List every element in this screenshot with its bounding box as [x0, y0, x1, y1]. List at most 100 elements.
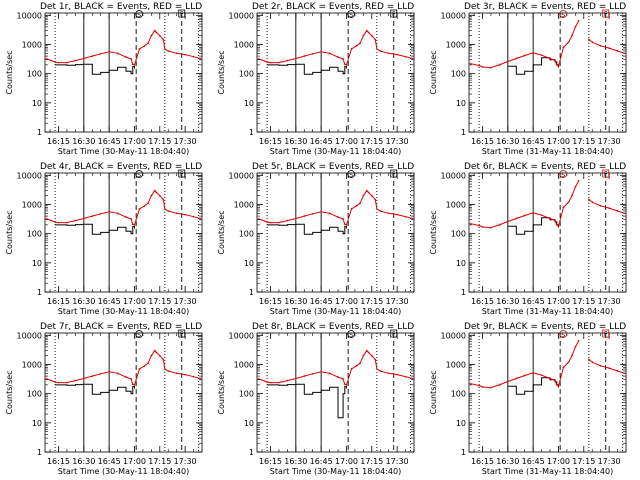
- lld-point: [57, 61, 60, 64]
- x-tick-label: 16:30: [496, 457, 519, 466]
- lld-point: [133, 223, 136, 226]
- lld-point: [133, 383, 136, 386]
- panel-title: Det 9r, BLACK = Events, RED = LLD: [464, 322, 626, 332]
- lld-point: [99, 212, 102, 215]
- x-axis-start-time: Start Time (30-May-11 18:04:40): [58, 147, 189, 156]
- lld-point: [523, 54, 526, 57]
- lld-point: [143, 364, 146, 367]
- x-tick-label: 16:45: [98, 297, 121, 306]
- lld-series-line: [46, 189, 201, 226]
- lld-point: [587, 38, 590, 41]
- x-tick-label: 17:15: [360, 457, 383, 466]
- panel-8: Det 8r, BLACK = Events, RED = LLD 1 10 100 1…: [217, 322, 415, 476]
- lld-point: [616, 209, 619, 212]
- lld-point: [311, 52, 314, 55]
- lld-point: [130, 217, 133, 220]
- x-tick-label: 17:00: [547, 137, 570, 146]
- lld-point: [337, 376, 340, 379]
- lld-point: [158, 194, 161, 197]
- x-tick-label: 17:00: [123, 137, 146, 146]
- x-tick-label: 16:30: [72, 137, 95, 146]
- lld-point: [370, 34, 373, 37]
- events-series-line: [55, 63, 135, 75]
- y-tick-label: 1: [37, 288, 42, 297]
- start-marker-icon: [559, 170, 568, 178]
- panel-3: Det 3r, BLACK = Events, RED = LLD 1 10 100 1…: [429, 2, 627, 156]
- x-tick-label: 16:45: [98, 137, 121, 146]
- lld-point: [343, 63, 346, 66]
- y-tick-label: 10: [456, 419, 466, 428]
- y-tick-label: 1000: [22, 200, 42, 209]
- start-marker-label: S: [349, 12, 353, 19]
- finish-marker-label: F: [180, 171, 184, 178]
- lld-point: [478, 224, 481, 227]
- lld-point: [131, 63, 134, 66]
- lld-point: [355, 44, 358, 47]
- x-axis-start-time: Start Time (30-May-11 18:04:40): [270, 307, 401, 316]
- lld-point: [374, 358, 377, 361]
- x-tick-label: 17:30: [386, 137, 409, 146]
- lld-point: [320, 210, 323, 213]
- lld-point: [99, 372, 102, 375]
- events-series-line: [507, 57, 559, 75]
- lld-point: [108, 210, 111, 213]
- lld-point: [125, 56, 128, 59]
- lld-point: [387, 52, 390, 55]
- lld-point: [143, 204, 146, 207]
- lld-point: [45, 377, 48, 380]
- lld-point: [82, 217, 85, 220]
- lld-point: [130, 377, 133, 380]
- lld-point: [167, 209, 170, 212]
- lld-point: [411, 377, 414, 380]
- lld-point: [342, 377, 345, 380]
- lld-point: [131, 383, 134, 386]
- lld-point: [155, 191, 158, 194]
- lld-point: [404, 215, 407, 218]
- lld-point: [266, 381, 269, 384]
- lld-point: [481, 225, 484, 228]
- lld-point: [616, 49, 619, 52]
- finish-marker-icon: [390, 169, 398, 178]
- lld-point: [396, 213, 399, 216]
- y-tick-label: 1000: [446, 200, 466, 209]
- y-tick-label: 10000: [229, 171, 254, 180]
- lld-point: [608, 367, 611, 370]
- x-tick-label: 17:30: [174, 457, 197, 466]
- lld-point: [163, 208, 166, 211]
- lld-point: [374, 198, 377, 201]
- lld-point: [91, 55, 94, 58]
- panel-title: Det 3r, BLACK = Events, RED = LLD: [464, 2, 626, 12]
- y-tick-label: 10000: [17, 171, 42, 180]
- lld-point: [162, 198, 165, 201]
- lld-point: [365, 29, 368, 32]
- lld-point: [257, 57, 260, 60]
- finish-marker-icon: [178, 9, 186, 18]
- y-axis-label: Counts/sec: [429, 370, 438, 414]
- lld-point: [125, 216, 128, 219]
- y-tick-label: 1000: [234, 40, 254, 49]
- lld-point: [570, 194, 573, 197]
- y-tick-label: 100: [239, 230, 254, 239]
- y-tick-label: 10: [244, 259, 254, 268]
- y-tick-label: 100: [239, 390, 254, 399]
- y-tick-label: 1: [249, 128, 254, 137]
- lld-point: [343, 223, 346, 226]
- lld-point: [116, 372, 119, 375]
- x-tick-label: 16:15: [259, 137, 282, 146]
- lld-point: [153, 349, 156, 352]
- finish-marker-icon: [390, 329, 398, 338]
- lld-point: [562, 366, 565, 369]
- lld-point: [192, 375, 195, 378]
- lld-point: [175, 52, 178, 55]
- lld-point: [116, 52, 119, 55]
- lld-point: [562, 206, 565, 209]
- lld-point: [358, 362, 361, 365]
- lld-point: [469, 62, 472, 65]
- lld-point: [365, 349, 368, 352]
- x-tick-label: 16:30: [496, 137, 519, 146]
- start-marker-label: S: [137, 12, 141, 19]
- finish-marker-label: F: [604, 11, 608, 18]
- x-tick-label: 16:45: [522, 297, 545, 306]
- lld-point: [587, 198, 590, 201]
- x-tick-label: 16:15: [471, 137, 494, 146]
